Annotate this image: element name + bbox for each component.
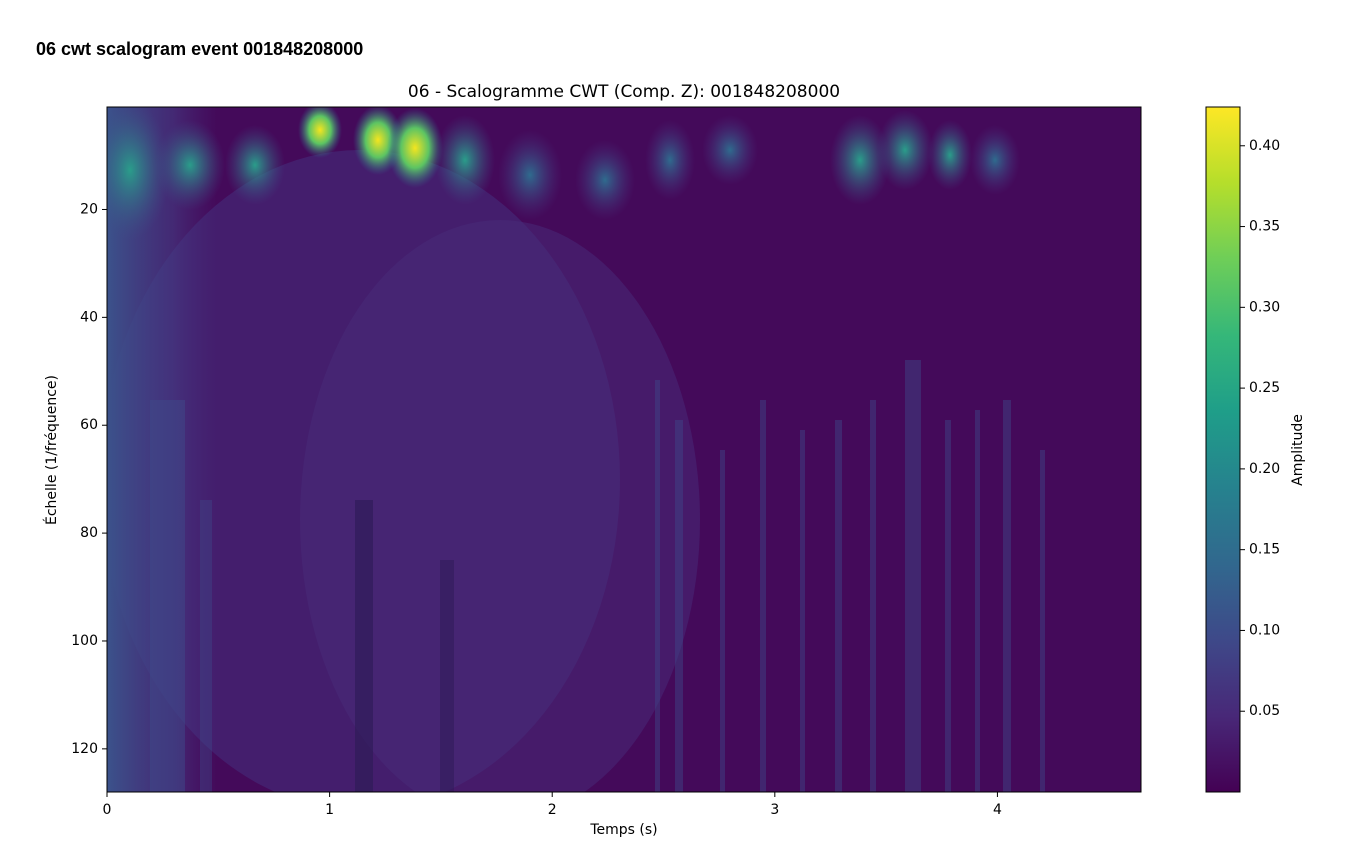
y-tick-label: 60: [80, 417, 98, 433]
colorbar-tick-label: 0.10: [1249, 622, 1280, 638]
colorbar-frame: [1205, 106, 1241, 793]
colorbar-tick-label: 0.05: [1249, 703, 1280, 719]
x-tick-label: 2: [548, 802, 557, 818]
colorbar-tick-label: 0.35: [1249, 219, 1280, 235]
colorbar-tick-label: 0.30: [1249, 299, 1280, 315]
x-tick-label: 0: [103, 802, 112, 818]
y-tick-label: 40: [80, 309, 98, 325]
colorbar-tick-label: 0.20: [1249, 461, 1280, 477]
plot-frame: [106, 106, 1142, 793]
y-tick-label: 20: [80, 201, 98, 217]
x-tick-label: 3: [770, 802, 779, 818]
colorbar-tick-label: 0.40: [1249, 138, 1280, 154]
y-tick-label: 80: [80, 525, 98, 541]
colorbar-label: Amplitude: [1290, 414, 1306, 486]
x-tick-label: 1: [325, 802, 334, 818]
colorbar-tick-label: 0.15: [1249, 542, 1280, 558]
y-tick-label: 120: [71, 741, 98, 757]
page-title: 06 cwt scalogram event 001848208000: [36, 39, 363, 59]
scalogram-image: [107, 107, 1141, 792]
colorbar: [1206, 107, 1240, 792]
x-tick-label: 4: [993, 802, 1002, 818]
y-axis-label: Échelle (1/fréquence): [43, 375, 60, 525]
y-tick-label: 100: [71, 633, 98, 649]
x-axis-label: Temps (s): [589, 822, 657, 838]
chart-title: 06 - Scalogramme CWT (Comp. Z): 00184820…: [408, 82, 840, 102]
colorbar-tick-label: 0.25: [1249, 380, 1280, 396]
